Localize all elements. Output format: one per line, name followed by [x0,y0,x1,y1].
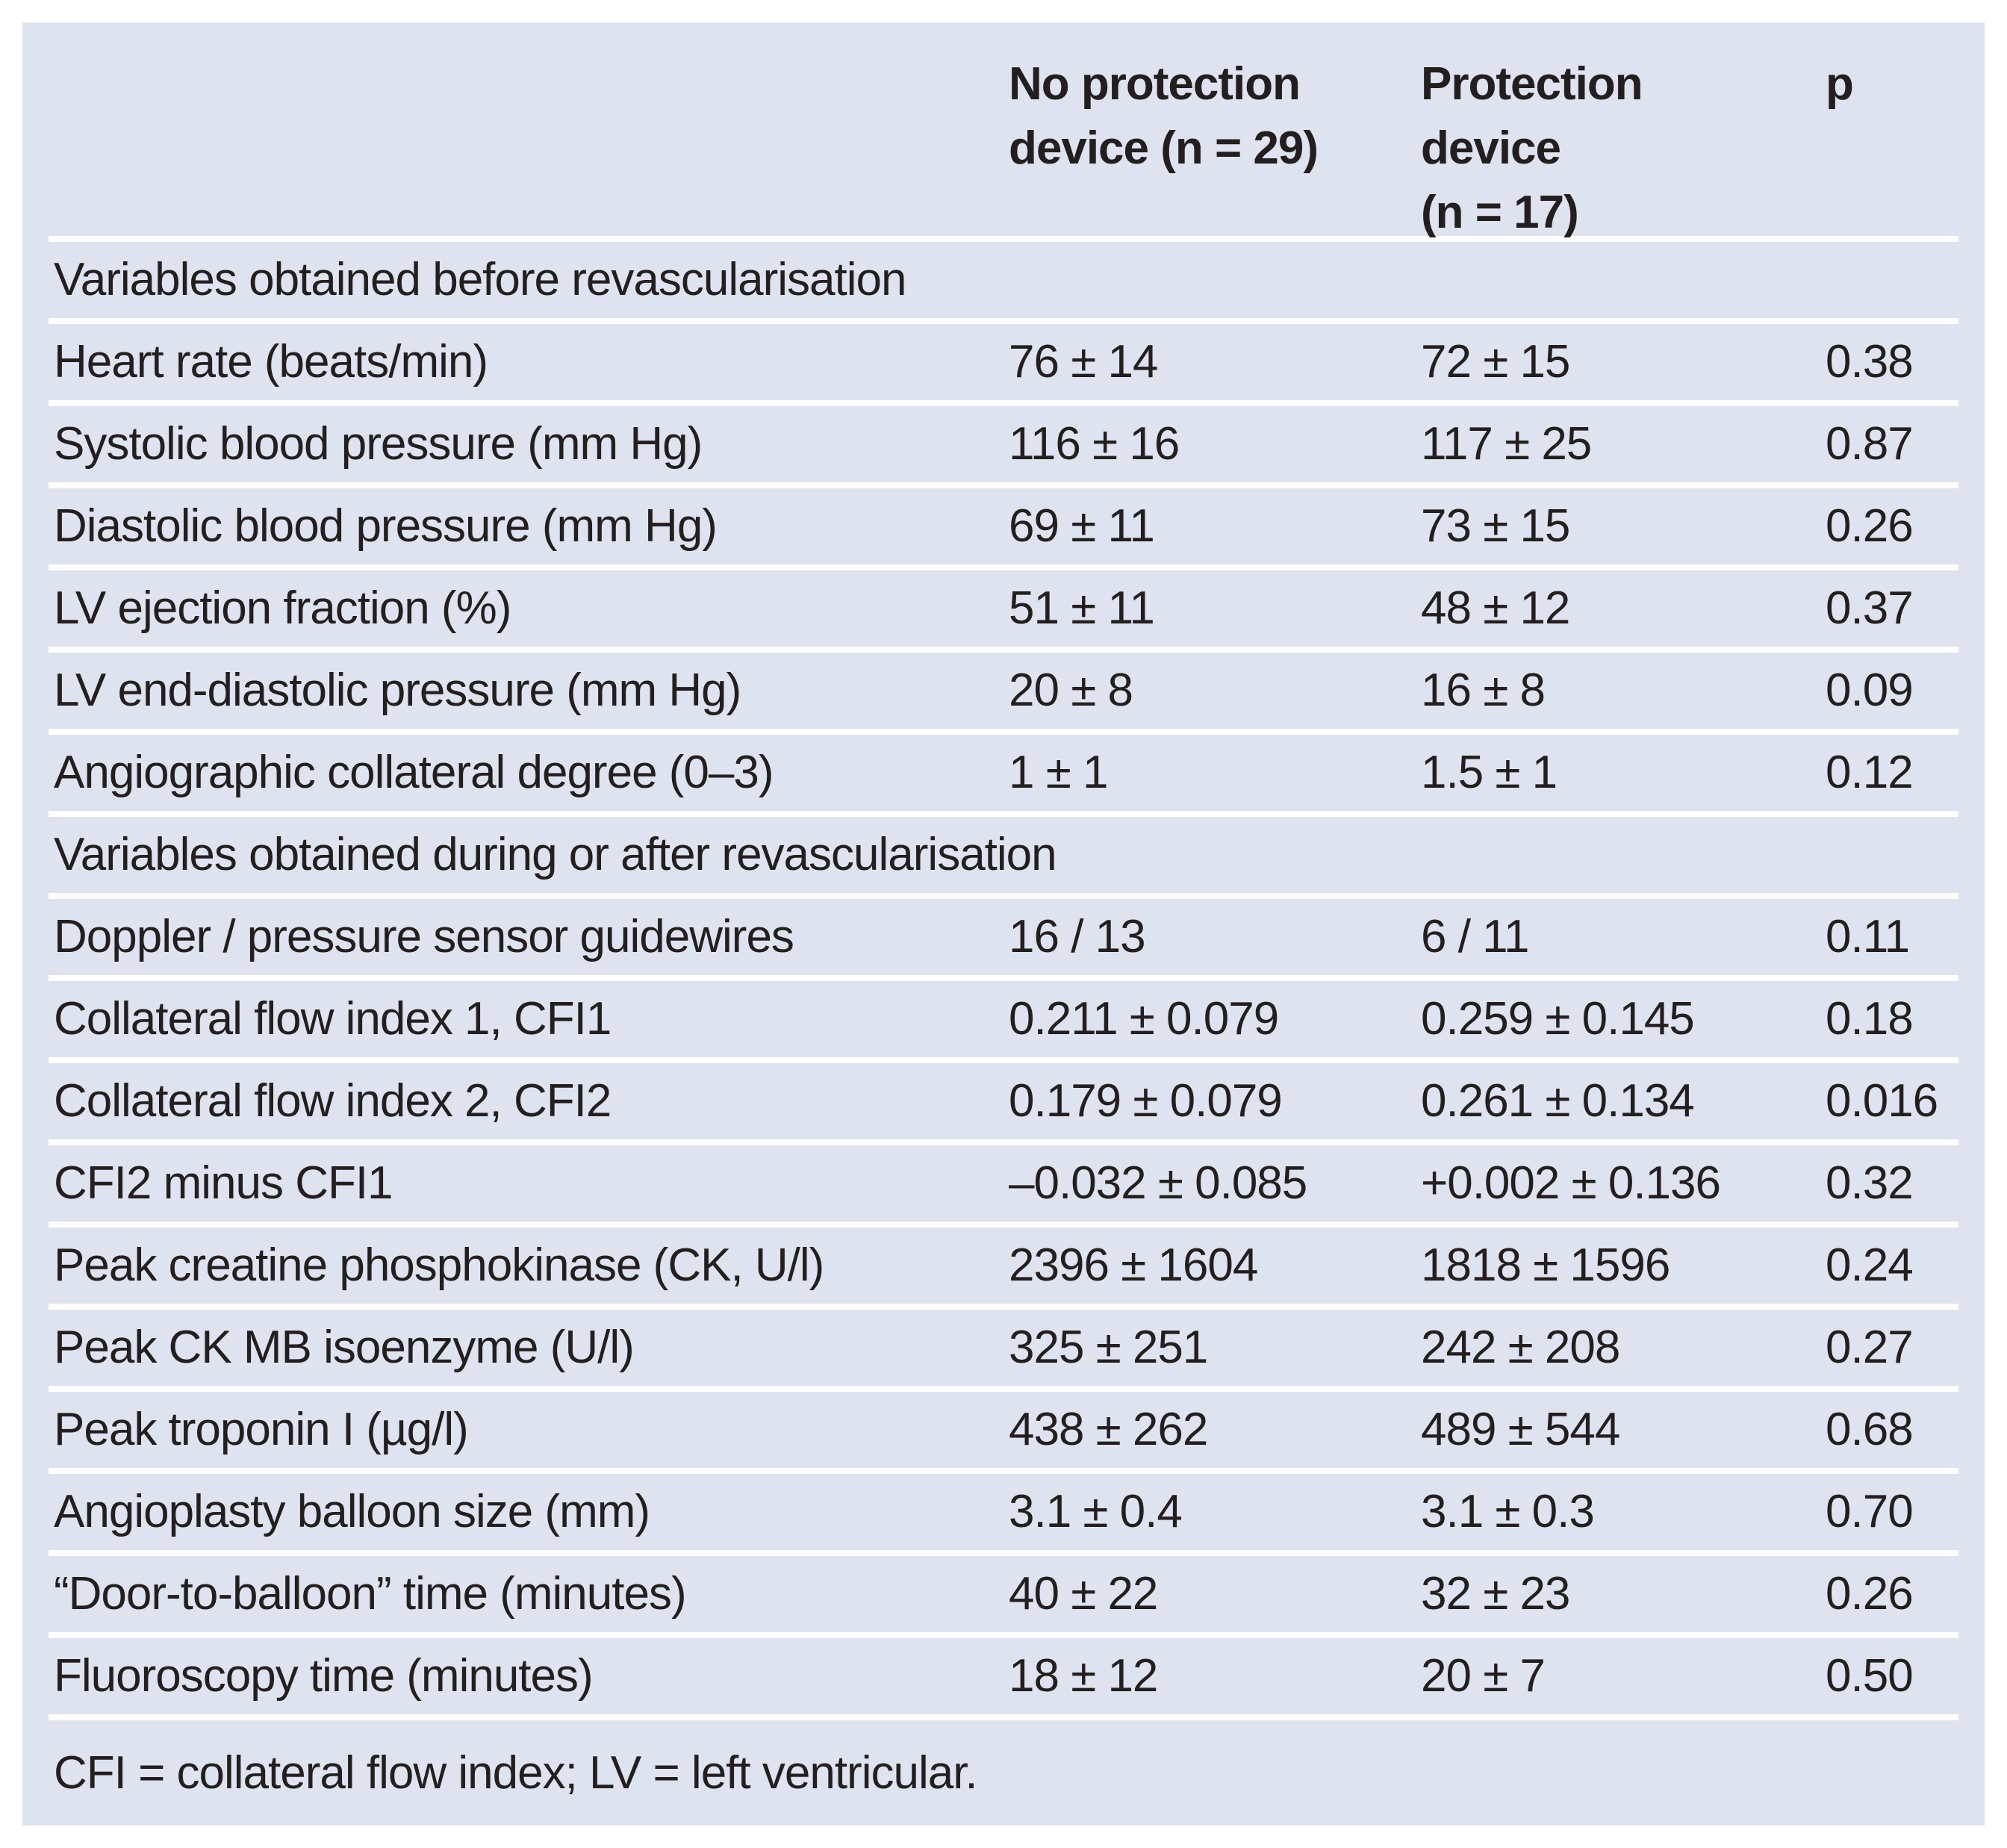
table-inner: No protection device (n = 29) Protection… [49,22,1958,1826]
table-panel: No protection device (n = 29) Protection… [22,22,1985,1826]
row-label: Peak CK MB isoenzyme (U/l) [54,1322,635,1373]
p-value: 0.37 [1826,582,1914,634]
p-value: 0.24 [1826,1239,1914,1291]
table-row: Peak troponin I (µg/l) 438 ± 262 489 ± 5… [49,1386,1958,1468]
value-protection: 32 ± 23 [1421,1568,1570,1620]
value-no-protection: 1 ± 1 [1009,747,1108,798]
row-label: Angioplasty balloon size (mm) [54,1486,650,1537]
section-title: Variables obtained before revascularisat… [54,254,906,305]
value-no-protection: 3.1 ± 0.4 [1009,1486,1183,1537]
value-no-protection: 20 ± 8 [1009,665,1133,716]
value-protection: 73 ± 15 [1421,500,1570,552]
p-value: 0.27 [1826,1322,1914,1373]
value-protection: 0.261 ± 0.134 [1421,1075,1695,1127]
row-label: “Door-to-balloon” time (minutes) [54,1568,687,1620]
value-protection: 20 ± 7 [1421,1650,1546,1702]
value-protection: 1.5 ± 1 [1421,747,1558,798]
value-protection: 489 ± 544 [1421,1404,1620,1455]
p-value: 0.26 [1826,500,1914,552]
value-protection: 1818 ± 1596 [1421,1239,1670,1291]
p-value: 0.38 [1826,336,1914,388]
header-no-protection-device: No protection device (n = 29) [1009,52,1421,245]
value-protection: 3.1 ± 0.3 [1421,1486,1595,1537]
value-protection: 242 ± 208 [1421,1322,1620,1373]
value-no-protection: 40 ± 22 [1009,1568,1158,1620]
section-header-row: Variables obtained before revascularisat… [49,236,1958,318]
value-no-protection: 325 ± 251 [1009,1322,1208,1373]
header-protection-line1: Protection [1421,58,1643,110]
table-row: Heart rate (beats/min) 76 ± 14 72 ± 15 0… [49,318,1958,400]
value-no-protection: 438 ± 262 [1009,1404,1208,1455]
table-row: Systolic blood pressure (mm Hg) 116 ± 16… [49,400,1958,482]
header-empty-cell [49,52,1009,245]
value-protection: 0.259 ± 0.145 [1421,993,1695,1045]
section-title: Variables obtained during or after revas… [54,829,1057,880]
row-label: LV ejection fraction (%) [54,582,511,634]
header-protection-device: Protection device (n = 17) [1421,52,1826,245]
table-row: LV end-diastolic pressure (mm Hg) 20 ± 8… [49,647,1958,729]
table-row: CFI2 minus CFI1 –0.032 ± 0.085 +0.002 ± … [49,1139,1958,1222]
table-row: Fluoroscopy time (minutes) 18 ± 12 20 ± … [49,1632,1958,1714]
p-value: 0.09 [1826,665,1914,716]
value-no-protection: –0.032 ± 0.085 [1009,1157,1307,1209]
header-no-protection-line2: device (n = 29) [1009,122,1319,174]
value-no-protection: 0.211 ± 0.079 [1009,993,1279,1045]
section-header-row: Variables obtained during or after revas… [49,811,1958,893]
table-row: Collateral flow index 2, CFI2 0.179 ± 0.… [49,1057,1958,1139]
table-row: “Door-to-balloon” time (minutes) 40 ± 22… [49,1550,1958,1632]
p-value: 0.87 [1826,418,1914,470]
value-no-protection: 18 ± 12 [1009,1650,1158,1702]
value-no-protection: 16 / 13 [1009,911,1146,962]
table-row: Angioplasty balloon size (mm) 3.1 ± 0.4 … [49,1468,1958,1550]
value-protection: 16 ± 8 [1421,665,1546,716]
row-label: Peak troponin I (µg/l) [54,1404,469,1455]
p-value: 0.26 [1826,1568,1914,1620]
table-row: Collateral flow index 1, CFI1 0.211 ± 0.… [49,975,1958,1057]
row-label: Collateral flow index 2, CFI2 [54,1075,612,1127]
p-value: 0.11 [1826,911,1910,962]
value-no-protection: 2396 ± 1604 [1009,1239,1258,1291]
table-footnote: CFI = collateral flow index; LV = left v… [49,1714,1958,1826]
header-protection-line3: (n = 17) [1421,187,1579,238]
p-value: 0.68 [1826,1404,1914,1455]
row-label: Heart rate (beats/min) [54,336,488,388]
p-value: 0.70 [1826,1486,1914,1537]
value-no-protection: 116 ± 16 [1009,418,1180,470]
p-value: 0.18 [1826,993,1914,1045]
table-row: Diastolic blood pressure (mm Hg) 69 ± 11… [49,482,1958,564]
table-row: Peak creatine phosphokinase (CK, U/l) 23… [49,1222,1958,1304]
value-no-protection: 51 ± 11 [1009,582,1155,634]
value-no-protection: 76 ± 14 [1009,336,1158,388]
table-row: Peak CK MB isoenzyme (U/l) 325 ± 251 242… [49,1304,1958,1386]
header-no-protection-line1: No protection [1009,58,1301,110]
header-protection-line2: device [1421,122,1561,174]
table-row: Angiographic collateral degree (0–3) 1 ±… [49,729,1958,811]
row-label: Collateral flow index 1, CFI1 [54,993,612,1045]
value-protection: 48 ± 12 [1421,582,1570,634]
p-value: 0.32 [1826,1157,1914,1209]
p-value: 0.016 [1826,1075,1938,1127]
row-label: Diastolic blood pressure (mm Hg) [54,500,718,552]
value-protection: 117 ± 25 [1421,418,1592,470]
table-row: LV ejection fraction (%) 51 ± 11 48 ± 12… [49,564,1958,647]
header-p-value: p [1826,58,1854,110]
row-label: Fluoroscopy time (minutes) [54,1650,594,1702]
p-value: 0.50 [1826,1650,1914,1702]
value-no-protection: 0.179 ± 0.079 [1009,1075,1283,1127]
value-protection: 6 / 11 [1421,911,1530,962]
row-label: CFI2 minus CFI1 [54,1157,393,1209]
row-label: LV end-diastolic pressure (mm Hg) [54,665,741,716]
p-value: 0.12 [1826,747,1914,798]
footnote-text: CFI = collateral flow index; LV = left v… [54,1747,978,1799]
row-label: Doppler / pressure sensor guidewires [54,911,794,962]
row-label: Systolic blood pressure (mm Hg) [54,418,703,470]
table-header-row: No protection device (n = 29) Protection… [49,22,1958,238]
value-protection: +0.002 ± 0.136 [1421,1157,1721,1209]
row-label: Peak creatine phosphokinase (CK, U/l) [54,1239,824,1291]
value-no-protection: 69 ± 11 [1009,500,1155,552]
row-label: Angiographic collateral degree (0–3) [54,747,774,798]
table-row: Doppler / pressure sensor guidewires 16 … [49,893,1958,975]
value-protection: 72 ± 15 [1421,336,1570,388]
